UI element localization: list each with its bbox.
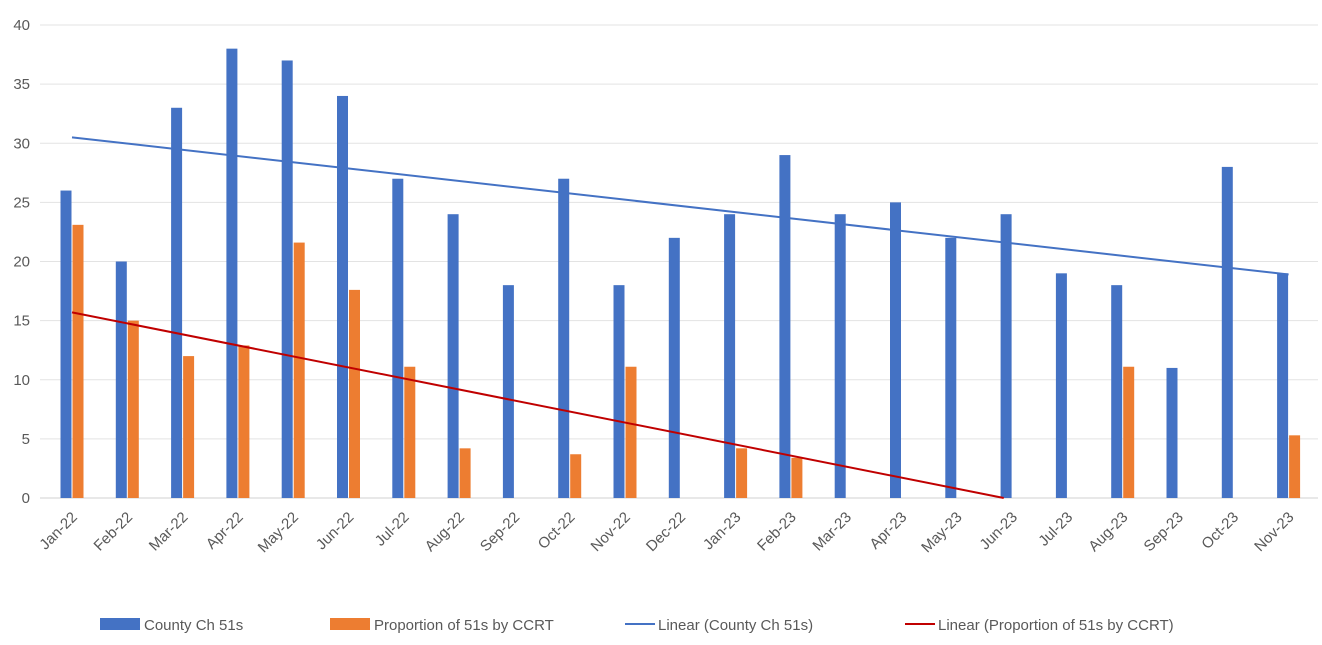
legend-label: County Ch 51s — [144, 617, 243, 634]
bar-county-ch-51s — [1000, 214, 1012, 498]
y-tick-label: 15 — [13, 313, 30, 330]
bar-proportion-ccrt — [459, 448, 471, 498]
x-tick-label: Oct-22 — [535, 509, 579, 553]
legend-label: Linear (County Ch 51s) — [658, 617, 813, 634]
bars-layer — [60, 48, 1301, 499]
bar-proportion-ccrt — [349, 289, 360, 498]
x-tick-label: Sep-23 — [1141, 509, 1187, 555]
bar-county-ch-51s — [337, 95, 348, 498]
bar-county-ch-51s — [890, 202, 901, 498]
x-tick-label: Jan-22 — [36, 509, 80, 553]
y-tick-label: 0 — [22, 490, 30, 507]
legend-item-linear-proportion: Linear (Proportion of 51s by CCRT) — [905, 617, 1174, 634]
bar-proportion-ccrt — [72, 224, 84, 498]
x-axis-tick-labels: Jan-22 Feb-22 Mar-22 Apr-22 May-22 Jun-22 Jul-… — [36, 509, 1297, 556]
x-tick-label: Sep-22 — [477, 509, 523, 555]
y-tick-label: 5 — [22, 431, 30, 448]
bar-proportion-ccrt — [1123, 366, 1135, 498]
bar-county-ch-51s — [1055, 273, 1067, 498]
x-tick-label: Mar-23 — [809, 509, 855, 555]
y-tick-label: 10 — [13, 372, 30, 389]
x-tick-label: May-22 — [255, 509, 302, 556]
bar-county-ch-51s — [502, 285, 514, 498]
x-tick-label: May-23 — [918, 509, 965, 556]
y-tick-label: 30 — [13, 135, 30, 152]
y-tick-label: 35 — [13, 76, 30, 93]
legend-item-proportion-ccrt: Proportion of 51s by CCRT — [330, 617, 554, 634]
x-tick-label: Dec-22 — [643, 509, 689, 555]
y-axis-tick-labels: 0 5 10 15 20 25 30 35 40 — [13, 17, 30, 507]
bar-county-ch-51s — [281, 60, 293, 498]
trendline-proportion-ccrt — [71, 311, 1004, 499]
bar-county-ch-51s — [1166, 367, 1178, 498]
x-tick-label: Apr-23 — [866, 509, 910, 553]
x-tick-label: Jun-23 — [976, 509, 1020, 553]
x-tick-label: Apr-22 — [203, 509, 247, 553]
x-tick-label: Mar-22 — [146, 509, 192, 555]
x-tick-label: Jul-23 — [1035, 509, 1076, 550]
trendline-layer — [71, 136, 1289, 499]
x-tick-label: Oct-23 — [1198, 509, 1242, 553]
y-tick-label: 20 — [13, 254, 30, 271]
x-tick-label: Aug-22 — [422, 509, 468, 555]
x-tick-label: Feb-22 — [90, 509, 136, 555]
x-tick-label: Feb-23 — [754, 509, 800, 555]
bar-proportion-ccrt — [127, 320, 139, 498]
legend: County Ch 51s Proportion of 51s by CCRT Li… — [100, 617, 1174, 634]
bar-county-ch-51s — [447, 214, 459, 498]
x-tick-label: Jul-22 — [372, 509, 413, 550]
bar-county-ch-51s — [1277, 273, 1289, 498]
legend-label: Linear (Proportion of 51s by CCRT) — [938, 617, 1174, 634]
bar-proportion-ccrt — [791, 457, 803, 498]
bar-county-ch-51s — [558, 178, 570, 498]
bar-proportion-ccrt — [183, 356, 195, 498]
x-tick-label: Jun-22 — [313, 509, 357, 553]
legend-item-linear-county: Linear (County Ch 51s) — [625, 617, 813, 634]
x-tick-label: Nov-23 — [1251, 509, 1297, 555]
bar-proportion-ccrt — [404, 366, 416, 498]
bar-county-ch-51s — [834, 214, 846, 498]
bar-county-ch-51s — [1111, 285, 1123, 498]
legend-swatch — [100, 618, 140, 630]
bar-county-ch-51s — [1221, 166, 1233, 498]
bar-county-ch-51s — [171, 107, 183, 499]
legend-item-county-ch-51s: County Ch 51s — [100, 617, 243, 634]
bar-county-ch-51s — [115, 261, 127, 498]
y-tick-label: 25 — [13, 194, 30, 211]
bar-proportion-ccrt — [570, 454, 582, 498]
bar-county-ch-51s — [668, 237, 680, 498]
bar-county-ch-51s — [60, 190, 72, 499]
bar-county-ch-51s — [613, 285, 625, 498]
bar-county-ch-51s — [724, 214, 736, 498]
bar-proportion-ccrt — [1289, 435, 1301, 498]
y-tick-label: 40 — [13, 17, 30, 34]
x-tick-label: Nov-22 — [588, 509, 634, 555]
legend-label: Proportion of 51s by CCRT — [374, 617, 554, 634]
legend-swatch — [330, 618, 370, 630]
bar-proportion-ccrt — [293, 242, 305, 498]
bar-county-ch-51s — [779, 155, 791, 498]
bar-proportion-ccrt — [736, 448, 748, 498]
trendline-county-ch-51s — [71, 136, 1289, 276]
bar-proportion-ccrt — [238, 345, 250, 498]
bar-proportion-ccrt — [625, 366, 637, 498]
bar-county-ch-51s — [226, 48, 238, 499]
x-tick-label: Aug-23 — [1085, 509, 1131, 555]
bar-county-ch-51s — [392, 178, 404, 498]
x-tick-label: Jan-23 — [700, 509, 744, 553]
bar-county-ch-51s — [945, 237, 957, 498]
